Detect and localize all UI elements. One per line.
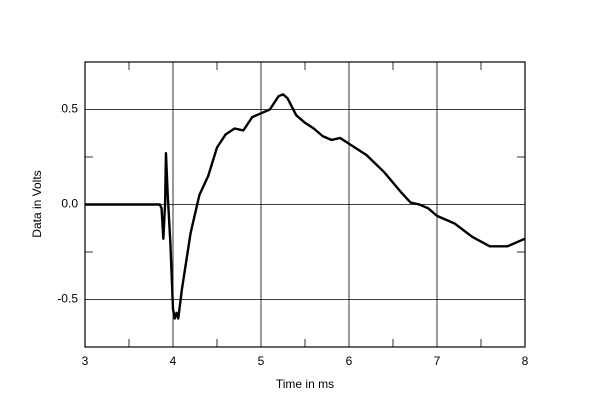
x-tick-label: 8 <box>522 354 529 368</box>
y-tick-label: -0.5 <box>57 292 78 306</box>
x-tick-label: 5 <box>258 354 265 368</box>
y-tick-label: 0.0 <box>61 197 78 211</box>
x-tick-label: 4 <box>170 354 177 368</box>
x-tick-label: 6 <box>346 354 353 368</box>
y-axis-label: Data in Volts <box>30 170 44 237</box>
x-tick-label: 7 <box>434 354 441 368</box>
x-axis-label: Time in ms <box>276 377 334 391</box>
y-tick-label: 0.5 <box>61 102 78 116</box>
data-line <box>85 93 526 320</box>
x-tick-label: 3 <box>82 354 89 368</box>
